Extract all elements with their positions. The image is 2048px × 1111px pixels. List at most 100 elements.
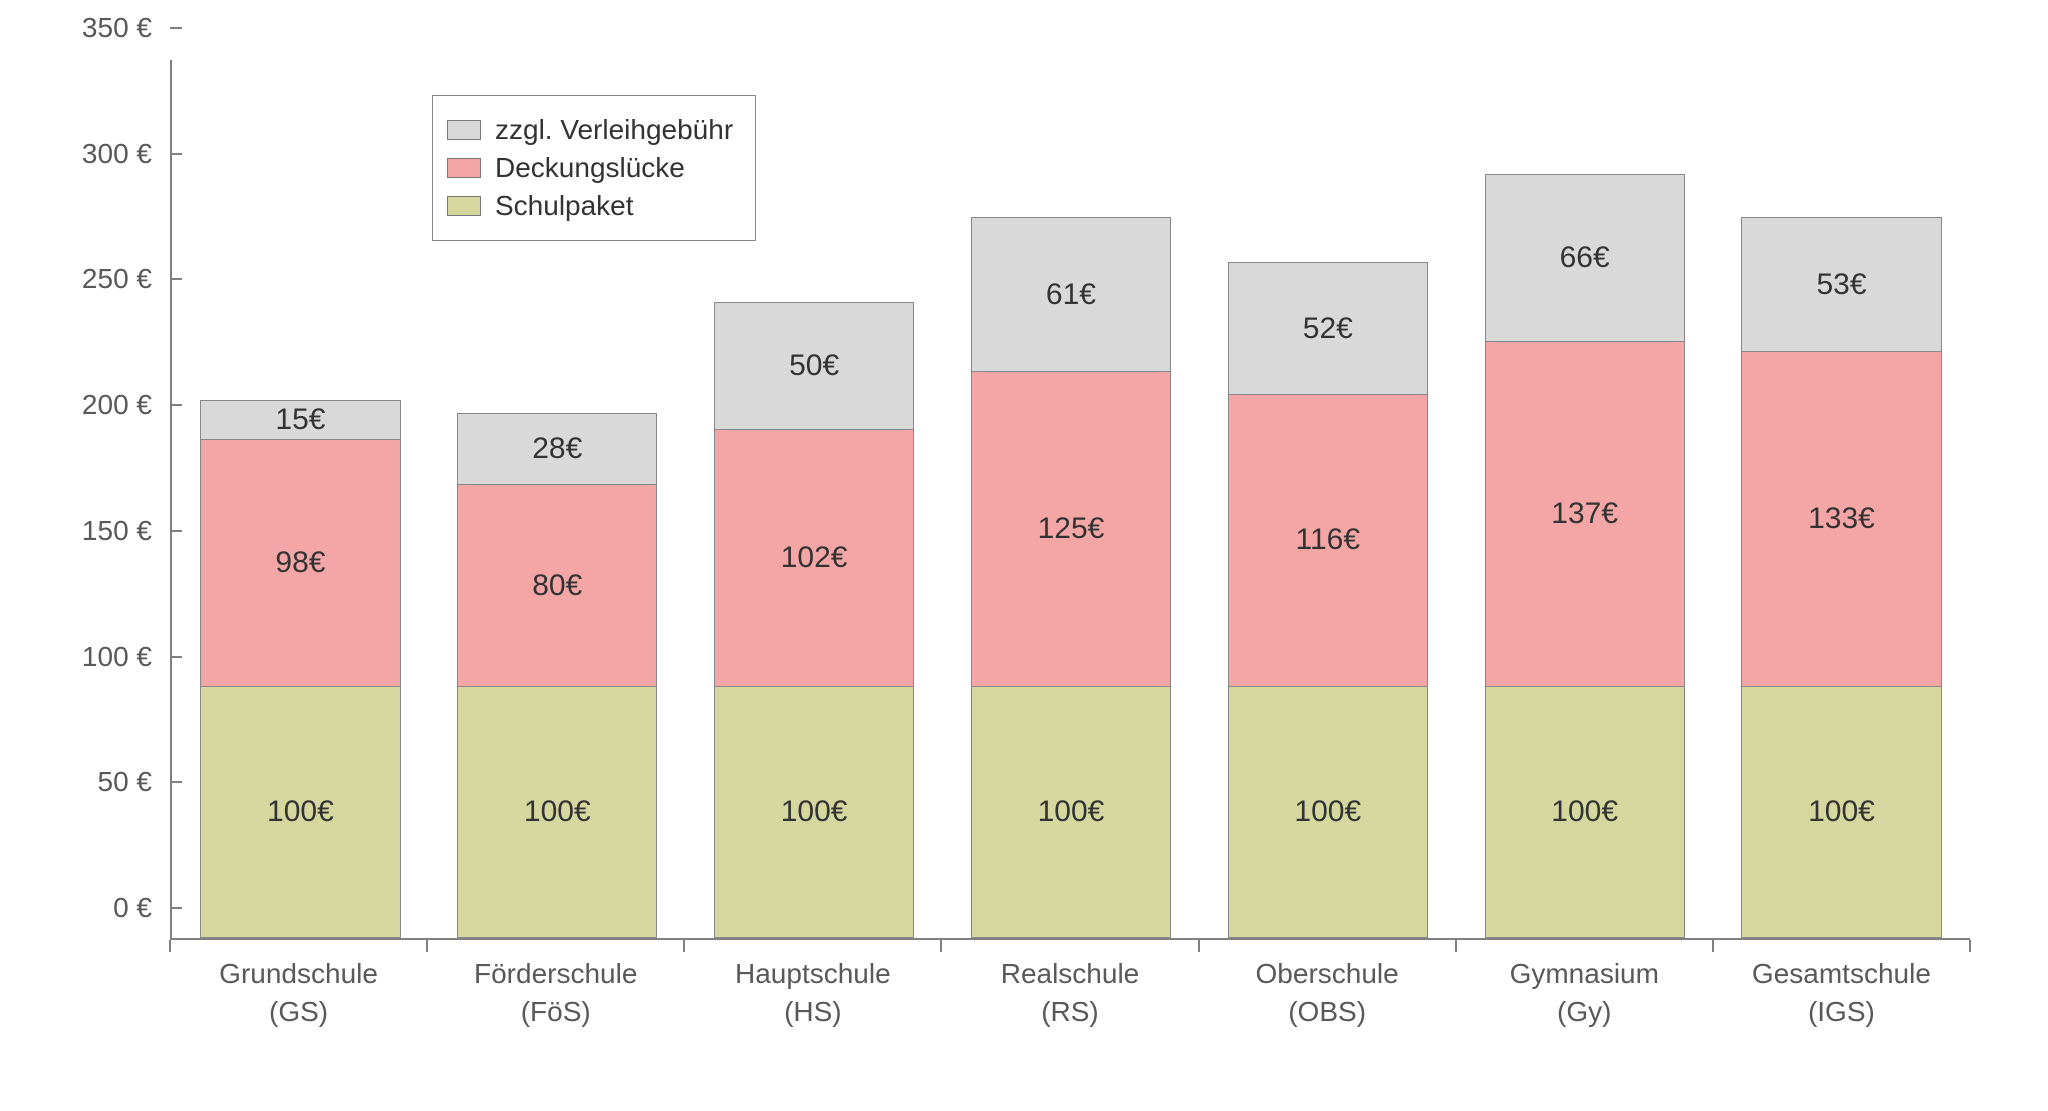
bar-value-label: 66: [1560, 241, 1593, 275]
x-label-line2: (Gy): [1456, 993, 1713, 1031]
x-axis-label: Förderschule(FöS): [427, 955, 684, 1031]
bar-value-label: 50: [789, 349, 822, 383]
currency-suffix: €: [309, 403, 326, 437]
x-label-line2: (FöS): [427, 993, 684, 1031]
bar-segment-schulpaket: 100 €: [715, 686, 913, 937]
legend-item: zzgl. Verleihgebühr: [447, 114, 733, 146]
bar-value-label: 61: [1046, 278, 1079, 312]
stacked-bar-chart: 0 €50 €100 €150 €200 €250 €300 €350 € zz…: [60, 60, 1980, 1060]
currency-suffix: €: [1336, 312, 1353, 346]
bar-value-label: 137: [1551, 497, 1601, 531]
bar-stack: 100 €102 €50 €: [714, 302, 914, 938]
x-label-line1: Hauptschule: [684, 955, 941, 993]
x-label-line1: Grundschule: [170, 955, 427, 993]
currency-suffix: €: [309, 546, 326, 580]
bar-segment-schulpaket: 100 €: [972, 686, 1170, 937]
bar-segment-deckungsluecke: 137 €: [1486, 341, 1684, 685]
y-axis: 0 €50 €100 €150 €200 €250 €300 €350 €: [60, 60, 170, 940]
x-label-line1: Realschule: [941, 955, 1198, 993]
bar-segment-verleihgebuehr: 52 €: [1229, 263, 1427, 394]
bar-value-label: 133: [1808, 502, 1858, 536]
bar-segment-deckungsluecke: 102 €: [715, 429, 913, 685]
bar-segment-verleihgebuehr: 61 €: [972, 218, 1170, 371]
currency-suffix: €: [317, 795, 334, 829]
bar-segment-verleihgebuehr: 50 €: [715, 303, 913, 429]
currency-suffix: €: [822, 349, 839, 383]
bar-segment-verleihgebuehr: 15 €: [201, 401, 399, 439]
bar-value-label: 116: [1296, 523, 1344, 557]
legend-swatch: [447, 120, 481, 140]
legend-label: Schulpaket: [495, 190, 634, 222]
x-label-line2: (GS): [170, 993, 427, 1031]
bar-group: 100 €125 €61 €: [943, 217, 1200, 938]
y-tick: 300 €: [60, 138, 170, 170]
y-tick-label: 100 €: [82, 641, 170, 673]
y-tick-label: 50 €: [98, 766, 171, 798]
currency-suffix: €: [831, 795, 848, 829]
y-tick: 100 €: [60, 641, 170, 673]
bar-group: 100 €137 €66 €: [1456, 174, 1713, 938]
bar-value-label: 100: [1808, 795, 1858, 829]
currency-suffix: €: [1601, 795, 1618, 829]
bar-segment-schulpaket: 100 €: [1742, 686, 1940, 937]
currency-suffix: €: [574, 795, 591, 829]
y-tick-label: 300 €: [82, 138, 170, 170]
bar-segment-deckungsluecke: 125 €: [972, 371, 1170, 685]
bar-group: 100 €98 €15 €: [172, 400, 429, 938]
y-tick: 0 €: [60, 892, 170, 924]
x-tick-mark: [1969, 940, 1971, 952]
legend-item: Schulpaket: [447, 190, 733, 222]
bar-value-label: 102: [781, 541, 831, 575]
x-label-line2: (IGS): [1713, 993, 1970, 1031]
bar-value-label: 52: [1303, 312, 1336, 346]
bar-stack: 100 €98 €15 €: [200, 400, 400, 938]
x-label-line1: Gesamtschule: [1713, 955, 1970, 993]
currency-suffix: €: [1601, 497, 1618, 531]
bar-segment-deckungsluecke: 133 €: [1742, 351, 1940, 685]
bar-value-label: 53: [1816, 268, 1849, 302]
bar-segment-deckungsluecke: 116 €: [1229, 394, 1427, 686]
x-tick-mark: [1455, 940, 1457, 952]
bar-stack: 100 €116 €52 €: [1228, 262, 1428, 938]
currency-suffix: €: [1343, 523, 1360, 557]
bar-segment-schulpaket: 100 €: [1486, 686, 1684, 937]
y-tick-label: 200 €: [82, 389, 170, 421]
bar-segment-verleihgebuehr: 28 €: [458, 414, 656, 484]
x-tick-mark: [1198, 940, 1200, 952]
x-label-line2: (OBS): [1199, 993, 1456, 1031]
bar-segment-schulpaket: 100 €: [1229, 686, 1427, 937]
x-axis-label: Oberschule(OBS): [1199, 955, 1456, 1031]
currency-suffix: €: [1858, 502, 1875, 536]
bar-value-label: 100: [267, 795, 317, 829]
currency-suffix: €: [1850, 268, 1867, 302]
x-tick-mark: [426, 940, 428, 952]
y-tick-label: 350 €: [82, 12, 170, 44]
y-tick-label: 250 €: [82, 263, 170, 295]
y-tick-mark: [170, 27, 182, 29]
legend-swatch: [447, 196, 481, 216]
y-tick: 350 €: [60, 12, 170, 44]
currency-suffix: €: [1079, 278, 1096, 312]
y-tick: 250 €: [60, 263, 170, 295]
bar-stack: 100 €137 €66 €: [1485, 174, 1685, 938]
currency-suffix: €: [1344, 795, 1361, 829]
x-axis-label: Realschule(RS): [941, 955, 1198, 1031]
x-axis-label: Hauptschule(HS): [684, 955, 941, 1031]
bar-value-label: 100: [524, 795, 574, 829]
bar-segment-deckungsluecke: 98 €: [201, 439, 399, 685]
legend-label: Deckungslücke: [495, 152, 685, 184]
bar-value-label: 28: [532, 432, 565, 466]
bar-value-label: 125: [1038, 512, 1088, 546]
x-label-line2: (RS): [941, 993, 1198, 1031]
legend-label: zzgl. Verleihgebühr: [495, 114, 733, 146]
bar-value-label: 80: [532, 569, 565, 603]
x-axis-label: Gesamtschule(IGS): [1713, 955, 1970, 1031]
x-axis-labels: Grundschule(GS)Förderschule(FöS)Hauptsch…: [170, 955, 1970, 1031]
x-tick-mark: [1712, 940, 1714, 952]
bar-value-label: 98: [275, 546, 308, 580]
bar-group: 100 €133 €53 €: [1713, 217, 1970, 938]
currency-suffix: €: [831, 541, 848, 575]
bar-stack: 100 €133 €53 €: [1741, 217, 1941, 938]
x-label-line1: Oberschule: [1199, 955, 1456, 993]
y-tick: 200 €: [60, 389, 170, 421]
